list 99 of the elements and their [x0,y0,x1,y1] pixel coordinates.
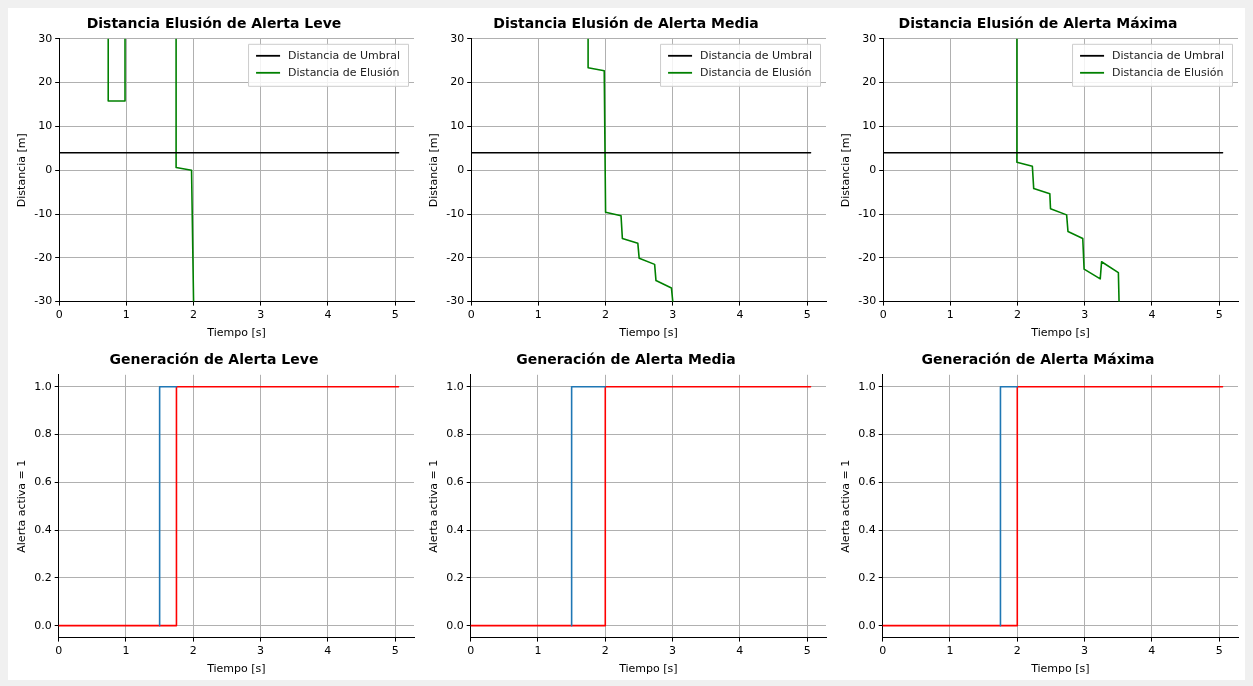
y-tick-label: -30 [858,294,877,308]
x-tick-label: 3 [1081,644,1089,658]
chart-title: Distancia Elusión de Alerta Media [493,15,759,32]
x-axis-title: Tiempo [s] [1030,662,1090,676]
legend-label: Distancia de Umbral [700,48,813,62]
x-tick-label: 2 [1014,308,1022,322]
legend-label: Distancia de Elusión [700,65,812,79]
x-tick-label: 0 [467,308,475,322]
x-tick-label: 1 [534,644,542,658]
x-tick-label: 0 [879,644,887,658]
y-tick-label: 0.6 [446,475,464,489]
x-tick-label: 5 [391,644,399,658]
y-axis-title: Distancia [m] [427,133,441,208]
y-tick-label: 0.6 [34,475,52,489]
y-tick-label: 0.6 [858,475,876,489]
x-tick-label: 4 [1148,308,1156,322]
x-tick-label: 1 [946,308,954,322]
x-tick-label: 1 [534,308,542,322]
y-axis-title: Distancia [m] [839,133,853,208]
y-tick-label: 10 [38,119,53,133]
x-tick-label: 3 [669,308,677,322]
y-axis-title: Alerta activa = 1 [15,459,29,553]
y-tick-label: -10 [34,206,53,220]
y-tick-label: 0.8 [446,427,464,441]
y-tick-label: 1.0 [858,379,876,393]
legend-label: Distancia de Umbral [288,48,401,62]
x-tick-label: 0 [55,308,63,322]
y-tick-label: 0.4 [446,522,464,536]
y-tick-label: 0 [45,163,53,177]
x-tick-label: 0 [55,644,63,658]
y-tick-label: -20 [446,250,465,264]
x-tick-label: 1 [946,644,954,658]
y-tick-label: 0.2 [34,570,52,584]
y-tick-label: 0.0 [34,618,52,632]
y-tick-label: 0 [869,163,877,177]
y-tick-label: 0.0 [446,618,464,632]
x-tick-label: 1 [122,308,130,322]
legend-label: Distancia de Elusión [1112,65,1224,79]
y-tick-label: -30 [34,294,53,308]
x-axis-title: Tiempo [s] [206,662,266,676]
y-tick-label: 30 [862,31,877,45]
x-tick-label: 5 [1215,308,1223,322]
x-tick-label: 5 [803,644,811,658]
y-tick-label: 10 [862,119,877,133]
x-tick-label: 4 [1148,644,1156,658]
y-tick-label: 0.2 [446,570,464,584]
x-axis-title: Tiempo [s] [206,326,266,340]
y-tick-label: 20 [450,75,465,89]
y-tick-label: 0.0 [858,618,876,632]
y-tick-label: 30 [450,31,465,45]
x-tick-label: 4 [324,644,332,658]
x-tick-label: 0 [879,308,887,322]
x-axis-title: Tiempo [s] [1030,326,1090,340]
chart-title: Generación de Alerta Máxima [921,351,1155,368]
x-axis-title: Tiempo [s] [618,662,678,676]
x-tick-label: 2 [602,308,610,322]
x-tick-label: 4 [736,644,744,658]
y-tick-label: 0.2 [858,570,876,584]
y-axis-title: Alerta activa = 1 [839,459,853,553]
x-tick-label: 4 [324,308,332,322]
legend-label: Distancia de Umbral [1112,48,1225,62]
y-tick-label: 0.8 [34,427,52,441]
y-tick-label: -20 [34,250,53,264]
y-tick-label: 1.0 [446,379,464,393]
x-tick-label: 4 [736,308,744,322]
y-tick-label: 10 [450,119,465,133]
y-tick-label: -10 [446,206,465,220]
chart-title: Distancia Elusión de Alerta Leve [86,15,342,32]
x-tick-label: 5 [1215,644,1223,658]
x-tick-label: 1 [122,644,130,658]
y-tick-label: 0.4 [34,522,52,536]
x-tick-label: 2 [190,308,198,322]
y-tick-label: 0.4 [858,522,876,536]
x-tick-label: 3 [257,644,265,658]
y-tick-label: 20 [38,75,53,89]
x-tick-label: 3 [1081,308,1089,322]
y-tick-label: 0 [457,163,465,177]
y-tick-label: 1.0 [34,379,52,393]
x-tick-label: 2 [189,644,197,658]
x-tick-label: 3 [669,644,677,658]
y-tick-label: -30 [446,294,465,308]
y-axis-title: Alerta activa = 1 [427,459,441,553]
y-tick-label: 30 [38,31,53,45]
x-tick-label: 2 [601,644,609,658]
x-tick-label: 5 [803,308,811,322]
chart-title: Generación de Alerta Media [516,351,736,368]
y-tick-label: 0.8 [858,427,876,441]
x-axis-title: Tiempo [s] [618,326,678,340]
x-tick-label: 0 [467,644,475,658]
y-tick-label: -10 [858,206,877,220]
chart-title: Distancia Elusión de Alerta Máxima [898,15,1178,32]
x-tick-label: 5 [391,308,399,322]
chart-title: Generación de Alerta Leve [109,351,319,368]
y-tick-label: 20 [862,75,877,89]
y-axis-title: Distancia [m] [15,133,29,208]
y-tick-label: -20 [858,250,877,264]
x-tick-label: 3 [257,308,265,322]
legend-label: Distancia de Elusión [288,65,400,79]
x-tick-label: 2 [1013,644,1021,658]
